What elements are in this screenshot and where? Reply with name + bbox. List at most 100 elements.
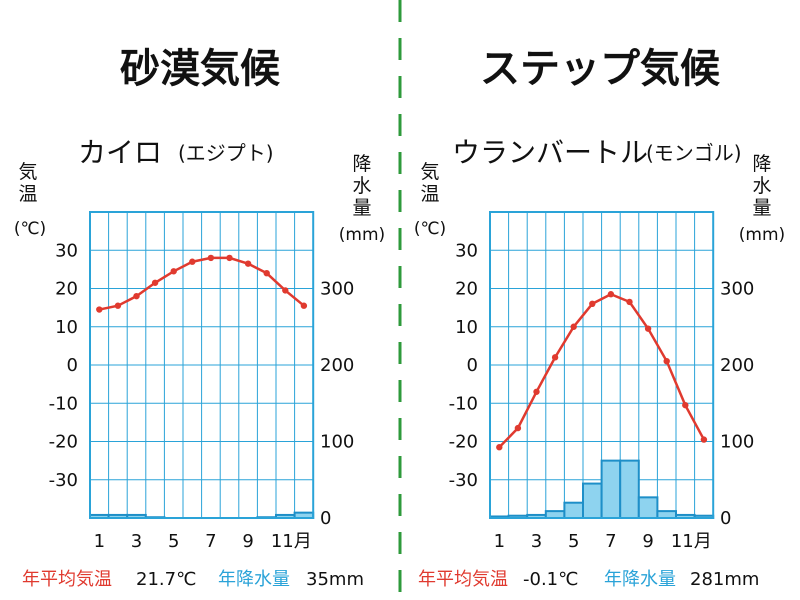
- temperature-point: [700, 436, 708, 443]
- chart-panel-cairo: カイロ (エジプト)気温(℃)降水量(mm)3020100-10-20-30300…: [14, 136, 385, 590]
- temperature-tick-label: -20: [49, 432, 78, 453]
- annual-precip-value: 281mm: [690, 569, 759, 590]
- heading-right: ステップ気候: [480, 46, 720, 92]
- precipitation-bar: [619, 459, 640, 519]
- month-tick-label: 11月: [271, 531, 312, 552]
- precipitation-bar: [600, 459, 622, 519]
- precipitation-axis-char: 量: [752, 197, 771, 219]
- country-subtitle: (エジプト): [178, 141, 274, 165]
- temperature-point: [663, 357, 670, 365]
- month-tick-label: 7: [605, 531, 616, 552]
- month-tick-label: 11月: [671, 531, 712, 552]
- temperature-point: [644, 325, 652, 332]
- temperature-tick-label: 0: [67, 355, 78, 376]
- precipitation-tick-label: 300: [320, 279, 354, 300]
- temperature-unit: (℃): [414, 219, 446, 239]
- temperature-point: [226, 254, 233, 262]
- precipitation-axis-char: 水: [352, 175, 371, 197]
- precipitation-bar: [582, 482, 603, 520]
- month-tick-label: 1: [94, 531, 105, 552]
- temperature-tick-label: 30: [455, 240, 478, 261]
- temperature-tick-label: 20: [55, 279, 78, 300]
- annual-precip-label: 年降水量: [218, 569, 290, 590]
- temperature-tick-label: 0: [467, 355, 478, 376]
- temperature-point: [514, 424, 522, 432]
- temperature-point: [96, 306, 103, 313]
- temperature-axis-char: 温: [18, 183, 37, 205]
- temperature-point: [151, 279, 159, 286]
- month-tick-label: 5: [168, 531, 179, 552]
- precipitation-tick-label: 100: [320, 432, 354, 453]
- annual-precip-value: 35mm: [306, 569, 364, 590]
- chart-panel-ulaanbaatar: ウランバートル(モンゴル)気温(℃)降水量(mm)3020100-10-20-3…: [414, 136, 785, 590]
- temperature-point: [244, 260, 252, 267]
- temperature-unit: (℃): [14, 219, 46, 239]
- month-tick-label: 3: [131, 531, 142, 552]
- precipitation-axis-char: 降: [752, 153, 771, 175]
- temperature-point: [114, 302, 122, 309]
- annual-mean-temp-label: 年平均気温: [22, 569, 112, 590]
- precipitation-axis-char: 量: [352, 197, 371, 219]
- city-title: ウランバートル: [452, 136, 648, 169]
- precipitation-bar: [563, 501, 585, 520]
- temperature-point: [170, 268, 177, 275]
- temperature-tick-label: 10: [455, 317, 478, 338]
- temperature-point: [189, 258, 196, 265]
- precipitation-tick-label: 100: [720, 432, 754, 453]
- temperature-point: [533, 388, 540, 395]
- temperature-point: [589, 300, 596, 307]
- precipitation-axis-char: 降: [352, 153, 371, 175]
- temperature-point: [282, 287, 289, 294]
- precipitation-tick-label: 200: [720, 355, 754, 376]
- precipitation-tick-label: 200: [320, 355, 354, 376]
- month-tick-label: 7: [205, 531, 216, 552]
- temperature-line: [498, 292, 705, 449]
- precipitation-unit: (mm): [339, 225, 385, 245]
- temperature-point: [263, 270, 270, 277]
- temperature-point: [682, 401, 689, 409]
- temperature-point: [570, 323, 577, 330]
- temperature-point: [626, 298, 633, 306]
- city-title: カイロ: [78, 136, 162, 169]
- precipitation-tick-label: 300: [720, 279, 754, 300]
- temperature-tick-label: -30: [449, 470, 478, 491]
- precipitation-tick-label: 0: [320, 508, 331, 529]
- temperature-axis-char: 気: [420, 161, 439, 183]
- temperature-tick-label: 30: [55, 240, 78, 261]
- temperature-point: [496, 444, 503, 451]
- country-subtitle: (モンゴル): [646, 141, 742, 165]
- heading-left: 砂漠気候: [120, 46, 280, 92]
- temperature-tick-label: 10: [55, 317, 78, 338]
- plot-frame: [489, 211, 715, 519]
- temperature-tick-label: -30: [49, 470, 78, 491]
- month-tick-label: 9: [242, 531, 253, 552]
- temperature-axis-char: 気: [18, 161, 37, 183]
- precipitation-bar: [656, 510, 678, 519]
- annual-mean-temp-label: 年平均気温: [418, 569, 508, 590]
- temperature-axis-char: 温: [420, 183, 439, 205]
- temperature-line: [99, 256, 305, 311]
- precipitation-bar: [544, 510, 566, 519]
- annual-precip-label: 年降水量: [604, 569, 676, 590]
- temperature-tick-label: 20: [455, 279, 478, 300]
- temperature-tick-label: -10: [449, 393, 478, 414]
- temperature-tick-label: -10: [49, 393, 78, 414]
- temperature-point: [133, 292, 140, 300]
- month-tick-label: 9: [642, 531, 653, 552]
- month-tick-label: 3: [531, 531, 542, 552]
- precipitation-axis-char: 水: [752, 175, 771, 197]
- precipitation-unit: (mm): [739, 225, 785, 245]
- precipitation-bar: [637, 496, 659, 520]
- annual-mean-temp-value: 21.7℃: [136, 569, 196, 590]
- annual-mean-temp-value: -0.1℃: [523, 569, 578, 590]
- temperature-tick-label: -20: [449, 432, 478, 453]
- month-tick-label: 5: [568, 531, 579, 552]
- temperature-point: [207, 254, 215, 262]
- plot-frame: [89, 211, 315, 519]
- temperature-point: [300, 302, 308, 309]
- temperature-point: [607, 291, 615, 298]
- month-tick-label: 1: [494, 531, 505, 552]
- precipitation-tick-label: 0: [720, 508, 731, 529]
- temperature-point: [551, 354, 559, 361]
